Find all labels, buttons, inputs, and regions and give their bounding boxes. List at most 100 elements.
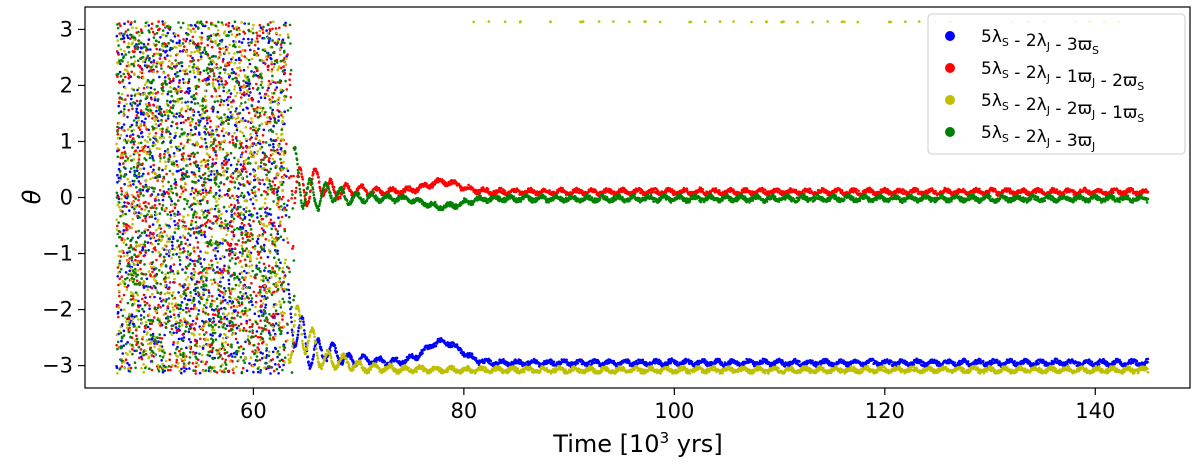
data-point [1146,357,1150,361]
data-point [257,100,260,103]
data-point [163,230,166,233]
data-point [176,34,180,37]
data-point [239,88,242,92]
data-point [240,168,243,171]
data-point [122,34,125,37]
data-point [256,242,260,245]
data-point [153,342,156,345]
data-point [483,361,486,364]
data-point [979,358,982,362]
data-point [197,167,201,170]
data-point [565,358,568,362]
data-point [142,310,146,313]
data-point [177,291,180,294]
data-point [255,31,258,35]
data-point [367,358,370,362]
data-point [197,59,200,62]
data-point [238,251,242,254]
data-point [182,247,185,250]
data-point [172,313,176,317]
data-point [262,243,266,247]
data-point [198,371,202,375]
data-point [170,240,174,244]
data-point [144,117,147,121]
data-point [171,244,174,247]
data-point [263,295,266,298]
data-point [265,168,269,172]
data-point [185,367,188,371]
data-point [196,241,200,244]
data-point [296,333,300,337]
data-point [154,239,158,243]
data-point [247,94,251,97]
data-point [287,288,291,292]
data-point [182,121,185,124]
data-point [242,37,245,41]
data-point [149,48,152,51]
data-point [180,89,183,93]
data-point [174,66,177,69]
data-point [139,131,143,135]
data-point [350,355,353,359]
data-point [222,134,226,138]
data-point [312,353,316,357]
data-point [216,110,220,114]
data-point [178,263,182,266]
data-point [216,266,219,269]
data-point [310,363,313,367]
data-point [263,183,266,186]
data-point [175,252,178,256]
data-point [221,242,224,245]
data-point [154,217,157,220]
data-point [211,321,214,324]
data-point [195,236,198,240]
data-point [303,329,306,332]
data-point [257,342,260,346]
data-point [425,182,428,185]
data-point [421,352,424,355]
data-point [238,40,241,43]
data-point [219,257,222,261]
data-point [251,303,254,307]
data-point [131,107,134,111]
data-point [179,236,182,239]
data-point [200,31,204,35]
data-point [236,341,239,344]
data-point [178,50,182,53]
data-point [1135,359,1139,363]
data-point [304,336,307,339]
data-point [718,189,721,192]
data-point [676,360,679,364]
data-point [231,24,234,28]
data-point [166,117,170,120]
data-point [205,306,208,309]
data-point [273,41,277,45]
data-point [141,219,145,222]
data-point [178,349,181,353]
data-point [255,330,259,333]
data-point [308,195,312,199]
data-point [128,257,131,260]
data-point [119,110,123,113]
data-point [281,195,285,199]
data-point [189,340,192,344]
data-point [243,22,246,25]
data-point [204,189,208,192]
data-point [218,146,222,149]
data-point [135,169,139,172]
data-point [294,190,298,193]
data-point [278,152,282,156]
data-point [223,287,226,290]
data-point [284,214,288,217]
data-point [169,213,173,217]
data-point [236,199,239,202]
data-point [417,188,421,192]
data-point [181,268,184,271]
data-point [188,89,191,93]
data-point [290,189,294,193]
data-point [165,172,168,176]
data-point [214,254,217,257]
data-point [300,172,303,175]
data-point [230,203,233,207]
data-point [277,216,280,219]
